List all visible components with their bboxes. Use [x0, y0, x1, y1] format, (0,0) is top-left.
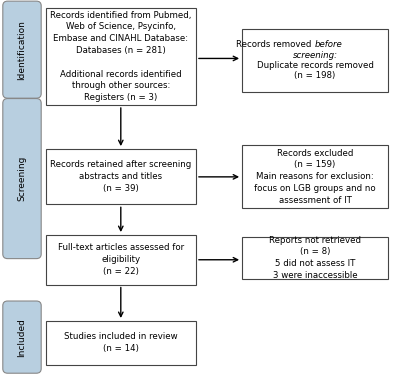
- FancyBboxPatch shape: [46, 321, 196, 365]
- Text: Identification: Identification: [18, 20, 26, 79]
- Text: before: before: [314, 40, 342, 49]
- FancyBboxPatch shape: [3, 99, 41, 259]
- Text: Studies included in review
(n = 14): Studies included in review (n = 14): [64, 332, 178, 353]
- FancyBboxPatch shape: [46, 8, 196, 105]
- Text: screening:: screening:: [292, 50, 338, 60]
- FancyBboxPatch shape: [3, 1, 41, 98]
- FancyBboxPatch shape: [46, 235, 196, 285]
- Text: Duplicate records removed: Duplicate records removed: [256, 61, 374, 70]
- Text: Records identified from Pubmed,
Web of Science, Psycinfo,
Embase and CINAHL Data: Records identified from Pubmed, Web of S…: [50, 11, 192, 102]
- Text: Records retained after screening
abstracts and titles
(n = 39): Records retained after screening abstrac…: [50, 160, 192, 193]
- Text: Reports not retrieved
(n = 8)
5 did not assess IT
3 were inaccessible: Reports not retrieved (n = 8) 5 did not …: [269, 236, 361, 280]
- Text: Records removed: Records removed: [236, 40, 314, 49]
- FancyBboxPatch shape: [3, 301, 41, 373]
- Text: Records excluded
(n = 159)
Main reasons for exclusion:
focus on LGB groups and n: Records excluded (n = 159) Main reasons …: [254, 149, 376, 205]
- FancyBboxPatch shape: [242, 29, 388, 92]
- Text: Screening: Screening: [18, 156, 26, 201]
- FancyBboxPatch shape: [46, 149, 196, 204]
- FancyBboxPatch shape: [242, 145, 388, 208]
- Text: (n = 198): (n = 198): [294, 71, 336, 80]
- FancyBboxPatch shape: [242, 237, 388, 279]
- Text: Included: Included: [18, 318, 26, 356]
- Text: Full-text articles assessed for
eligibility
(n = 22): Full-text articles assessed for eligibil…: [58, 243, 184, 276]
